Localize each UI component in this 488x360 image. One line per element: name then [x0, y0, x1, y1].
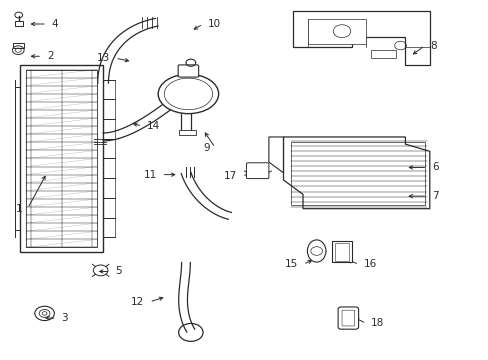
Text: 18: 18 [370, 319, 384, 328]
Ellipse shape [158, 74, 218, 114]
Text: 9: 9 [203, 143, 210, 153]
Bar [15, 22, 22, 26]
Bar [290, 142, 424, 205]
Bar [307, 19, 366, 44]
Text: 17: 17 [224, 171, 237, 181]
Text: 5: 5 [115, 266, 122, 276]
Text: 11: 11 [143, 170, 157, 180]
Text: 2: 2 [47, 51, 54, 61]
Text: 10: 10 [207, 19, 221, 29]
Text: 7: 7 [431, 191, 438, 201]
Bar [26, 69, 97, 247]
Text: 1: 1 [16, 204, 22, 214]
Bar [331, 241, 351, 262]
FancyBboxPatch shape [337, 307, 358, 329]
Bar [20, 65, 103, 252]
Text: 13: 13 [97, 53, 110, 63]
FancyBboxPatch shape [246, 163, 268, 179]
Text: 16: 16 [363, 259, 376, 269]
Text: 12: 12 [131, 297, 144, 307]
Ellipse shape [164, 78, 212, 110]
Text: 6: 6 [431, 162, 438, 172]
FancyBboxPatch shape [341, 310, 354, 326]
Text: 8: 8 [429, 41, 435, 50]
Bar [370, 50, 395, 58]
Text: 3: 3 [61, 313, 68, 323]
Bar [13, 43, 23, 48]
FancyBboxPatch shape [178, 65, 198, 77]
Text: 4: 4 [52, 19, 59, 29]
Text: 15: 15 [285, 259, 298, 269]
Bar [334, 243, 348, 261]
Bar [178, 130, 195, 135]
Text: 14: 14 [147, 121, 160, 131]
Ellipse shape [307, 240, 325, 262]
